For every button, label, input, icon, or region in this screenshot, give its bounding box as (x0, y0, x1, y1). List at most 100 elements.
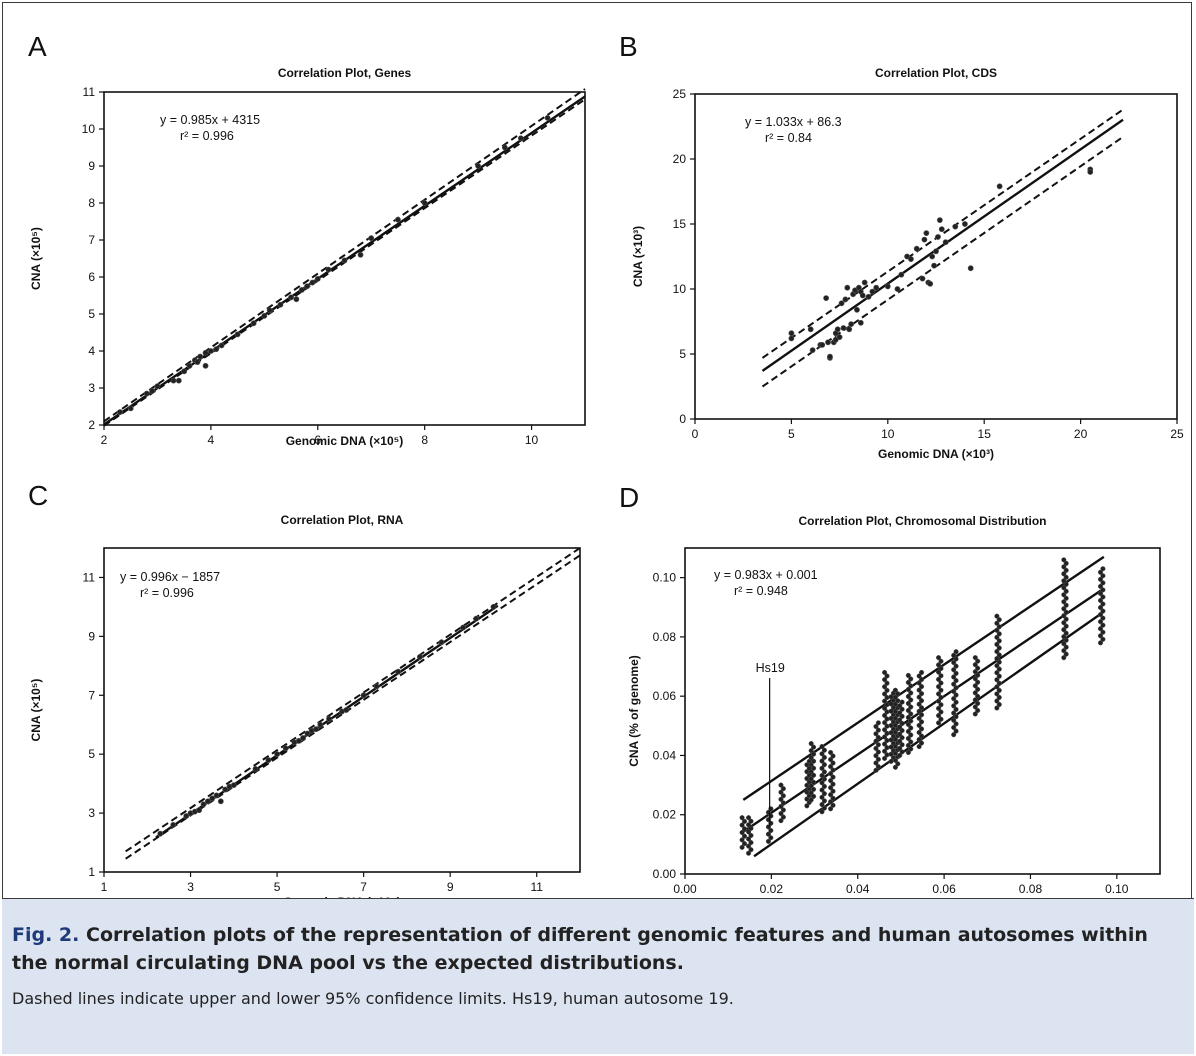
data-point (918, 705, 925, 711)
data-point (819, 751, 825, 757)
data-point (234, 331, 241, 338)
data-point (882, 720, 888, 726)
data-point (1061, 557, 1067, 563)
data-point (975, 665, 981, 671)
data-column (905, 672, 914, 756)
data-point (938, 709, 944, 715)
data-point (204, 798, 211, 805)
data-point (200, 801, 207, 808)
data-point (905, 686, 911, 692)
data-point (1061, 578, 1067, 584)
data-point (821, 791, 827, 797)
data-point (1100, 594, 1106, 600)
data-point (1100, 629, 1106, 635)
data-point (1097, 612, 1104, 618)
data-point (768, 835, 774, 841)
data-point (768, 827, 774, 834)
data-point (994, 705, 1000, 711)
data-point (778, 818, 784, 824)
data-point (873, 760, 879, 766)
x-tick-label: 15 (978, 427, 992, 441)
data-point (975, 693, 981, 699)
data-point (953, 728, 959, 734)
data-point (892, 750, 898, 756)
data-point (834, 326, 841, 333)
panel-b-equation: y = 1.033x + 86.3 (745, 115, 842, 129)
x-tick-label: 3 (187, 880, 194, 894)
data-point (170, 377, 177, 384)
data-point (951, 674, 957, 680)
data-point (780, 807, 786, 813)
data-point (951, 717, 957, 723)
data-point (748, 840, 754, 846)
panel-b-x-axis-title: Genomic DNA (×10³) (878, 447, 994, 461)
data-point (1100, 601, 1106, 607)
data-point (938, 687, 944, 693)
data-point (830, 802, 836, 808)
data-point (972, 683, 978, 689)
data-point (1061, 592, 1067, 598)
data-point (938, 658, 944, 664)
data-point (143, 390, 150, 397)
data-point (972, 669, 978, 675)
data-point (936, 698, 942, 704)
data-point (1063, 567, 1069, 573)
data-point (918, 691, 925, 697)
data-column (739, 815, 748, 850)
data-point (913, 245, 920, 252)
data-point (819, 787, 825, 793)
data-point (892, 694, 898, 700)
data-point (908, 711, 914, 717)
data-point (746, 822, 752, 828)
data-point (875, 749, 881, 755)
data-point (905, 735, 911, 742)
data-point (936, 720, 942, 726)
data-point (788, 330, 795, 337)
data-point (1100, 608, 1106, 614)
data-point (739, 837, 745, 843)
data-point (765, 831, 771, 837)
data-point (899, 706, 905, 712)
data-point (951, 724, 957, 731)
panel-a-plot-frame (103, 91, 586, 426)
data-point (1100, 573, 1106, 579)
data-point (183, 813, 190, 819)
data-point (972, 711, 978, 717)
data-point (808, 748, 814, 754)
data-point (916, 694, 922, 700)
data-point (996, 624, 1002, 630)
data-point (1097, 619, 1104, 625)
data-point (828, 806, 834, 812)
data-point (811, 793, 817, 799)
data-point (918, 684, 925, 690)
data-point (873, 723, 879, 730)
data-point (209, 795, 216, 802)
x-tick-label: 0.04 (846, 882, 870, 896)
data-point (859, 292, 866, 299)
panel-b-r-squared: r² = 0.84 (765, 131, 812, 145)
y-tick-label: 25 (673, 87, 687, 101)
panel-a-title: Correlation Plot, Genes (278, 66, 412, 80)
x-tick-label: 0 (692, 427, 699, 441)
data-point (927, 280, 934, 287)
data-point (892, 757, 898, 763)
data-point (748, 818, 754, 824)
data-point (819, 744, 825, 750)
data-point (873, 738, 879, 744)
data-point (808, 755, 814, 761)
data-point (741, 833, 748, 839)
data-point (916, 729, 922, 736)
data-point (295, 738, 302, 744)
data-point (875, 764, 881, 770)
panel-b-plot-frame (694, 93, 1178, 420)
caption-note: Dashed lines indicate upper and lower 95… (12, 989, 734, 1008)
data-point (882, 755, 888, 761)
x-tick-label: 5 (788, 427, 795, 441)
data-point (194, 359, 201, 365)
y-tick-label: 9 (88, 159, 95, 173)
data-point (875, 734, 881, 740)
data-point (899, 749, 905, 755)
data-point (952, 223, 959, 230)
data-point (368, 235, 375, 242)
data-point (811, 786, 817, 792)
